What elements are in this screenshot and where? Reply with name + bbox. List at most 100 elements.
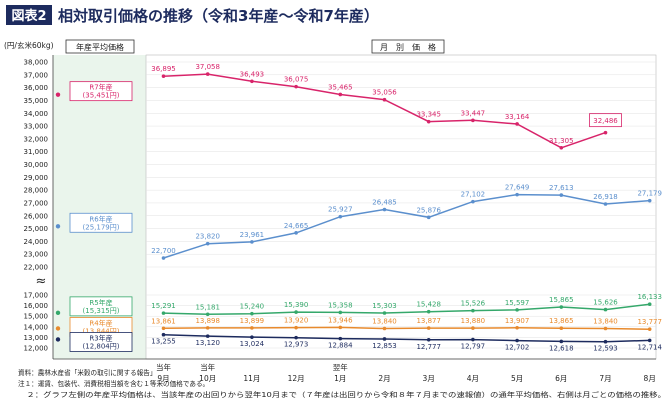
y-axis-ticks: 12,000 13,000 14,000 15,000 16,000 17,000 22,0…	[24, 59, 49, 353]
unit-label: (円/玄米60kg)	[4, 40, 54, 50]
data-label-r3: 12,884	[328, 342, 353, 350]
y-tick-label: 17,000	[24, 292, 49, 300]
note-2: ２：グラフ左側の年産平均価格は、当該年産の出回りから翌年10月まで（７年産は出回…	[18, 390, 666, 399]
data-label-r5: 15,390	[284, 301, 309, 309]
monthly-panel	[145, 54, 657, 360]
data-point-r6	[250, 240, 254, 244]
y-tick-label: 24,000	[24, 238, 49, 246]
data-label-r5: 15,597	[505, 299, 530, 307]
data-label-r4: 13,865	[549, 317, 574, 325]
data-label-r3: 12,797	[461, 343, 486, 351]
data-point-r3	[294, 335, 298, 340]
data-point-r6	[559, 193, 564, 197]
data-point-r7	[426, 119, 431, 124]
data-point-r3	[559, 339, 564, 344]
y-tick-label: 27,000	[24, 199, 49, 207]
average-point-r3	[55, 337, 61, 342]
header-left-box	[65, 39, 135, 54]
x-tick-label: 1月	[334, 374, 346, 383]
average-r7: R7年産(35,451円)	[55, 81, 133, 102]
data-point-r3	[603, 339, 608, 344]
data-point-r7	[515, 122, 519, 126]
data-label-r7: 36,895	[151, 65, 176, 73]
data-point-r6	[161, 256, 166, 260]
data-label-r5: 15,303	[372, 302, 397, 310]
y-tick-label: 23,000	[24, 251, 49, 259]
data-point-r7	[603, 130, 608, 135]
average-box-r6	[69, 212, 133, 233]
average-box-r5	[69, 296, 133, 317]
data-label-r7: 35,465	[328, 83, 353, 91]
series-line-r3	[163, 333, 650, 343]
average-point-r4	[55, 326, 61, 331]
data-label-r5: 15,291	[151, 302, 176, 310]
data-point-r6	[426, 215, 431, 220]
data-point-r5	[294, 310, 298, 314]
legend-name-r3: R3年産	[89, 333, 112, 342]
data-label-r4: 13,946	[328, 316, 353, 324]
axis-break-symbol: ≈	[36, 274, 47, 289]
data-label-r4: 13,840	[593, 317, 618, 325]
x-tick-label: 12月	[288, 374, 305, 383]
data-point-r5	[471, 308, 475, 313]
series-line-r5	[163, 303, 650, 316]
series-r4: 13,861 13,898 13,899 13,920 13,946 13,840 13,8…	[151, 316, 662, 331]
x-tick-label: 10月	[199, 374, 216, 383]
average-value-r3: (12,804円)	[83, 342, 120, 350]
data-label-r3: 13,024	[240, 340, 265, 348]
data-point-r5	[426, 309, 431, 314]
y-tick-label: 32,000	[24, 135, 49, 143]
x-tick-label: 2月	[378, 374, 390, 383]
data-point-r5	[205, 312, 210, 317]
data-label-r5: 15,526	[461, 300, 486, 308]
data-point-r3	[205, 334, 210, 338]
series-line-r6	[163, 193, 650, 259]
legend-name-r5: R5年産	[89, 298, 112, 307]
data-point-r6	[205, 241, 210, 246]
data-point-r6	[603, 202, 608, 206]
data-point-r4	[338, 325, 343, 330]
data-point-r6	[471, 199, 475, 204]
data-point-r4	[250, 326, 254, 330]
data-label-r7: 36,075	[284, 76, 309, 84]
data-point-r5	[250, 311, 254, 316]
x-tick-label: 3月	[423, 374, 435, 383]
data-point-r7	[382, 97, 387, 102]
data-point-r3	[338, 336, 343, 341]
x-tick-label: 7月	[599, 374, 611, 383]
figure-badge-bg	[6, 5, 52, 25]
data-label-r7: 36,493	[240, 70, 265, 78]
data-point-r7	[338, 92, 343, 97]
data-label-r5: 15,626	[593, 299, 618, 307]
data-label-r6: 27,179	[637, 190, 662, 198]
data-label-r3: 12,593	[593, 345, 618, 353]
series-r5: 15,291 15,181 15,240 15,390 15,358 15,303 15,4…	[151, 293, 662, 317]
data-point-r7	[161, 74, 166, 78]
y-tick-label: 15,000	[24, 313, 49, 321]
average-box-r7	[69, 81, 133, 102]
data-label-r7: 37,058	[195, 63, 220, 71]
x-tick-label: 6月	[555, 374, 567, 383]
data-point-r3	[426, 337, 431, 342]
data-label-r4: 13,898	[195, 317, 220, 325]
data-label-r4: 13,777	[637, 318, 662, 326]
series-r6: 22,700 23,820 23,961 24,665 25,927 26,485 25,8…	[151, 184, 662, 260]
data-point-r7	[205, 72, 210, 76]
data-point-r6	[338, 214, 343, 219]
data-label-r6: 23,961	[240, 231, 265, 239]
legend-name-r7: R7年産	[89, 83, 112, 92]
y-tick-label: 14,000	[24, 323, 49, 331]
x-upper-label: 当年	[200, 362, 215, 372]
average-box-r3	[69, 332, 133, 352]
data-point-r5	[338, 310, 343, 315]
gridlines	[146, 61, 656, 349]
data-point-r3	[382, 337, 387, 341]
average-point-r7	[55, 92, 61, 97]
data-label-r3: 12,702	[505, 344, 530, 352]
y-tick-label: 25,000	[24, 225, 49, 233]
data-point-r7	[294, 84, 298, 89]
data-point-r6	[515, 192, 519, 197]
series-r3: 13,255 13,120 13,024 12,973 12,884 12,853 12,7…	[151, 332, 662, 353]
data-point-r5	[603, 307, 608, 312]
